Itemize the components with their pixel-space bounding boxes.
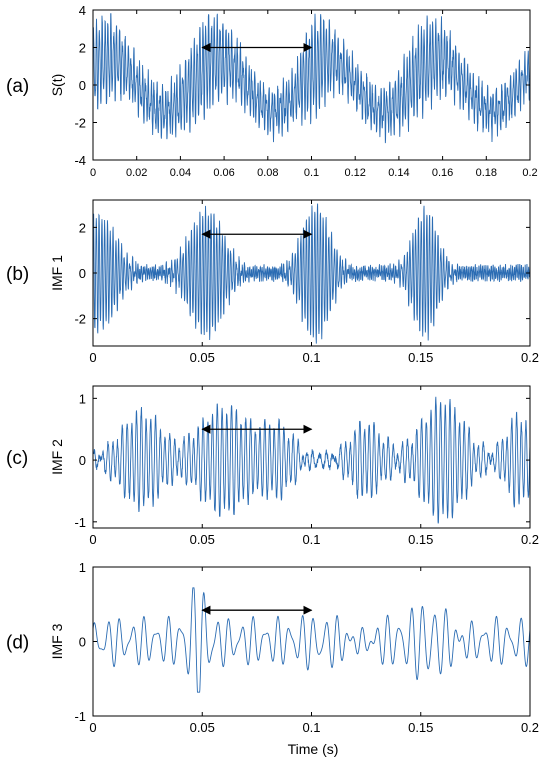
x-tick-label-0-3: 0.06 [213, 167, 234, 179]
y-tick-label-0-0: -4 [74, 153, 86, 168]
x-tick-label-1-0: 0 [89, 350, 96, 365]
x-tick-label-1-1: 0.05 [190, 350, 215, 365]
y-tick-label-2-0: -1 [74, 515, 86, 530]
panel-label-1: (b) [6, 264, 29, 285]
y-tick-label-2-2: 1 [79, 391, 86, 406]
x-tick-label-0-9: 0.18 [476, 167, 497, 179]
x-tick-label-2-0: 0 [89, 532, 96, 547]
y-axis-label-2: IMF 2 [49, 439, 65, 475]
panel-label-3: (d) [6, 633, 29, 654]
x-tick-label-3-0: 0 [89, 720, 96, 735]
y-axis-label-3: IMF 3 [49, 623, 65, 659]
x-tick-label-3-4: 0.2 [521, 720, 539, 735]
y-axis-label-0: S(t) [49, 74, 65, 97]
signal-line-3 [93, 587, 530, 693]
panel-label-0: (a) [6, 76, 29, 97]
y-tick-label-2-1: 0 [79, 453, 86, 468]
panel-0: 0 0.02 0.04 0.06 0.08 0.1 0.12 0.14 0.16 0.18 0.2 -… [6, 3, 538, 179]
signal-line-2 [93, 396, 530, 524]
y-tick-label-0-2: 0 [79, 78, 86, 93]
y-tick-label-3-2: 1 [79, 560, 86, 575]
x-tick-label-0-1: 0.02 [126, 167, 147, 179]
y-tick-label-1-0: -2 [74, 312, 86, 327]
y-tick-label-1-1: 0 [79, 266, 86, 281]
y-tick-label-0-3: 2 [79, 41, 86, 56]
x-tick-label-2-1: 0.05 [190, 532, 215, 547]
signal-line-1 [93, 203, 530, 344]
y-tick-label-1-2: 2 [79, 220, 86, 235]
y-tick-label-0-4: 4 [79, 3, 86, 18]
x-tick-label-1-3: 0.15 [408, 350, 433, 365]
x-tick-label-0-0: 0 [90, 167, 96, 179]
y-axis-label-1: IMF 1 [49, 255, 65, 291]
x-tick-label-0-7: 0.14 [388, 167, 409, 179]
x-tick-label-0-6: 0.12 [344, 167, 365, 179]
x-tick-label-1-4: 0.2 [521, 350, 539, 365]
x-axis-label: Time (s) [288, 741, 339, 757]
x-tick-label-0-8: 0.16 [432, 167, 453, 179]
y-tick-label-3-0: -1 [74, 709, 86, 724]
panel-1: 0 0.05 0.1 0.15 0.2 -2 0 2 IMF 1 (b) [6, 199, 539, 365]
x-tick-label-2-2: 0.1 [302, 532, 320, 547]
x-tick-label-3-2: 0.1 [302, 720, 320, 735]
panel-label-2: (c) [6, 448, 28, 469]
signal-line-0 [93, 13, 530, 144]
x-tick-label-0-5: 0.1 [304, 167, 319, 179]
y-tick-label-3-1: 0 [79, 635, 86, 650]
x-tick-label-0-4: 0.08 [257, 167, 278, 179]
x-tick-label-0-2: 0.04 [170, 167, 191, 179]
axes-frame-3 [92, 566, 531, 717]
x-tick-label-2-3: 0.15 [408, 532, 433, 547]
x-tick-label-0-10: 0.2 [522, 167, 537, 179]
y-tick-label-0-1: -2 [74, 116, 86, 131]
x-tick-label-3-3: 0.15 [408, 720, 433, 735]
x-tick-label-3-1: 0.05 [190, 720, 215, 735]
x-tick-label-1-2: 0.1 [302, 350, 320, 365]
x-tick-label-2-4: 0.2 [521, 532, 539, 547]
